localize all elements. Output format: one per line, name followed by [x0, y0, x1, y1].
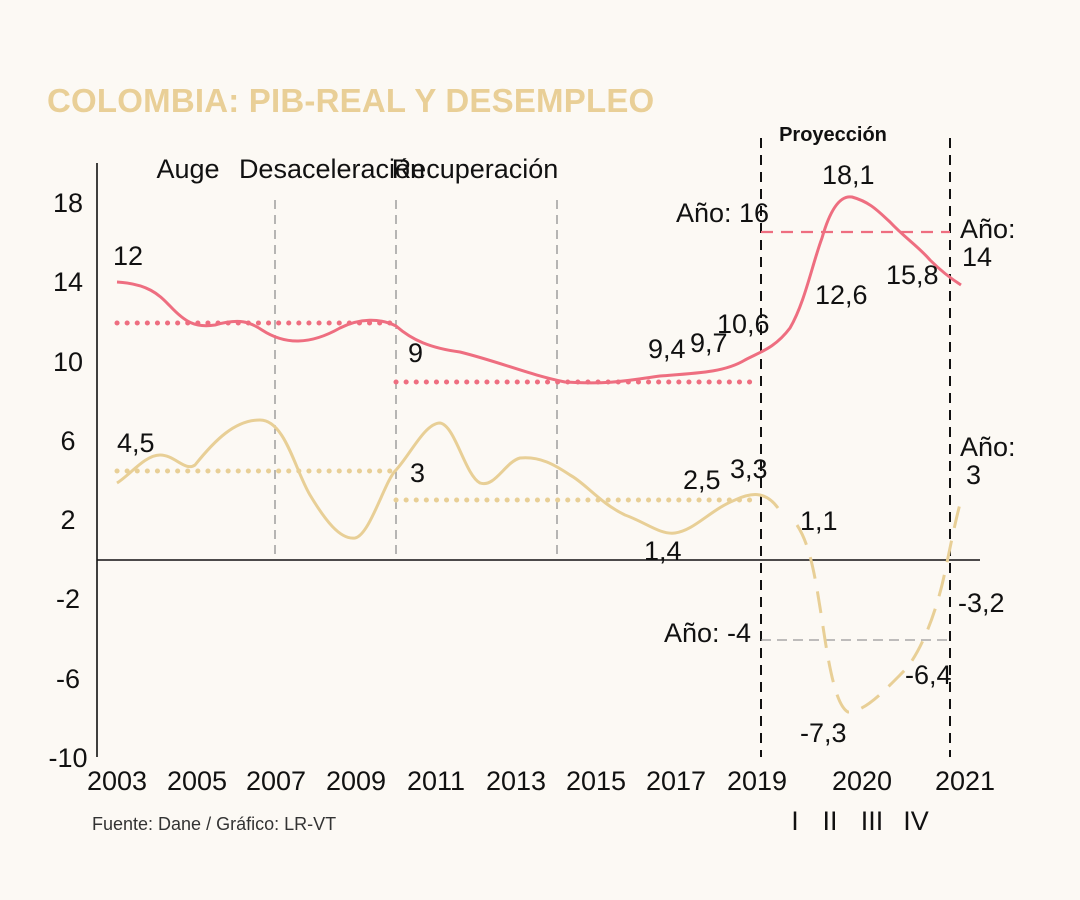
annual-label-value: 14	[962, 242, 992, 272]
value-label: 12	[113, 241, 143, 271]
value-label: -3,2	[958, 588, 1005, 618]
projection-boundaries	[760, 138, 951, 757]
y-tick-label: 6	[60, 426, 75, 456]
value-label: 12,6	[815, 280, 868, 310]
y-tick-label: 10	[53, 347, 83, 377]
value-label: 1,4	[644, 536, 682, 566]
y-ticks: 18 14 10 6 2 -2 -6 -10	[48, 188, 87, 773]
x-tick-label: 2005	[167, 766, 227, 796]
y-tick-label: 14	[53, 267, 83, 297]
annual-label-title: Año:	[960, 432, 1016, 462]
y-tick-label: 18	[53, 188, 83, 218]
x-tick-label: 2007	[246, 766, 306, 796]
x-tick-label: 2017	[646, 766, 706, 796]
value-label: 1,1	[800, 506, 838, 536]
x-tick-label: 2019	[727, 766, 787, 796]
value-label: 10,6	[717, 309, 770, 339]
unemployment-line	[116, 195, 962, 385]
value-label: -6,4	[905, 660, 952, 690]
value-label: 4,5	[117, 428, 155, 458]
quarter-label: I	[791, 806, 799, 836]
projection-label: Proyección	[779, 124, 887, 146]
value-label: 15,8	[886, 260, 939, 290]
period-label-desaceleracion: Desaceleración	[239, 154, 425, 184]
period-label-recuperacion: Recuperación	[392, 154, 559, 184]
x-tick-label: 2003	[87, 766, 147, 796]
value-label: 9,7	[690, 328, 728, 358]
x-tick-label: 2015	[566, 766, 626, 796]
quarter-ticks: I II III IV	[791, 806, 929, 836]
period-label-auge: Auge	[156, 154, 219, 184]
annual-label-value: 3	[966, 460, 981, 490]
annual-label-title: Año:	[960, 214, 1016, 244]
value-label: 18,1	[822, 160, 875, 190]
x-tick-label: 2013	[486, 766, 546, 796]
quarter-label: IV	[903, 806, 929, 836]
value-label: 2,5	[683, 465, 721, 495]
y-tick-label: -2	[56, 584, 80, 614]
value-label: 9	[408, 338, 423, 368]
gdp-projection-line	[795, 499, 963, 714]
gdp-value-labels: 4,5 3 2,5 3,3 1,4 1,1 -7,3 -6,4 -3,2 Año…	[117, 428, 1016, 748]
gdp-line	[116, 418, 780, 540]
value-label: 9,4	[648, 334, 686, 364]
value-label: 3	[410, 458, 425, 488]
quarter-label: III	[861, 806, 884, 836]
value-label: 3,3	[730, 454, 768, 484]
average-label: Año: -4	[664, 618, 751, 648]
y-tick-label: -10	[48, 743, 87, 773]
x-ticks: 2003 2005 2007 2009 2011 2013 2015 2017 …	[87, 766, 995, 796]
x-tick-label: 2011	[407, 766, 465, 796]
chart-title: COLOMBIA: PIB-REAL Y DESEMPLEO	[47, 82, 655, 119]
source-note: Fuente: Dane / Gráfico: LR-VT	[92, 814, 337, 834]
x-tick-label: 2009	[326, 766, 386, 796]
average-label: Año: 16	[676, 198, 769, 228]
value-label: -7,3	[800, 718, 847, 748]
x-tick-label: 2020	[832, 766, 892, 796]
y-tick-label: 2	[60, 505, 75, 535]
x-tick-label: 2021	[935, 766, 995, 796]
unemployment-value-labels: 12 9 9,4 9,7 10,6 12,6 18,1 15,8 Año: 16…	[113, 160, 1016, 368]
y-tick-label: -6	[56, 664, 80, 694]
quarter-label: II	[822, 806, 837, 836]
